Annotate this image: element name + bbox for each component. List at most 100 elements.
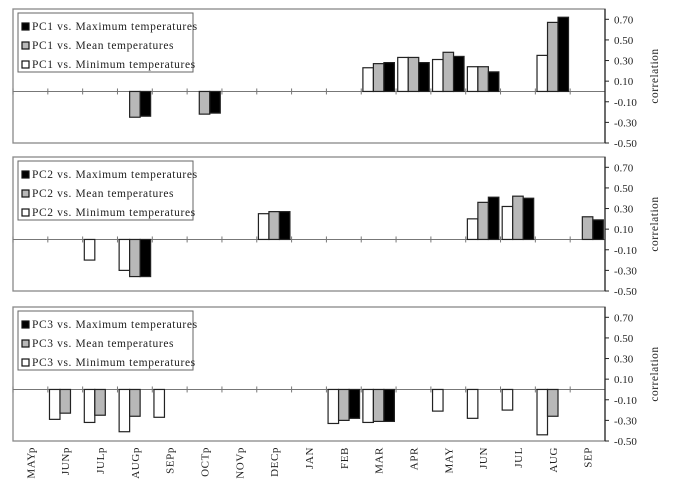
x-tick-label: JAN: [304, 447, 316, 469]
bar-pc3-minimum-junp: [48, 388, 61, 420]
bar-pc2-minimum-jul: [501, 205, 514, 241]
bar-pc2-mean-augp: [129, 238, 141, 278]
bar-pc1-mean-mar: [372, 63, 385, 93]
bar-pc3-maximum-mar: [383, 388, 395, 423]
x-tick-label: APR: [408, 447, 420, 470]
legend-entry: PC3 vs. Maximum temperatures: [32, 319, 198, 331]
bar-pc2-minimum-augp: [118, 238, 131, 271]
bar-pc1-minimum-may: [431, 58, 444, 93]
y-tick-label: 0.70: [614, 162, 634, 174]
bar-pc2-maximum-sep: [592, 219, 604, 241]
panel-pc3: 0.70 0.50 0.30 0.10 -0.10 -0.30 -0.50 correlati…: [12, 306, 661, 448]
x-tick-label: AUGp: [130, 447, 142, 479]
bar-pc3-mean-augp: [129, 388, 141, 417]
x-tick-label: SEP: [583, 447, 595, 468]
bar-pc3-mean-feb: [337, 388, 350, 421]
legend-entry: PC2 vs. Maximum temperatures: [32, 169, 198, 181]
y-tick-label: 0.70: [614, 312, 634, 324]
y-tick-label: -0.50: [614, 286, 637, 298]
y-tick-label: -0.50: [614, 138, 637, 150]
bar-pc1-mean-jun: [477, 66, 489, 93]
x-tick-label: JULp: [95, 447, 107, 474]
y-tick-label: -0.10: [614, 395, 637, 407]
bar-pc1-minimum-apr: [397, 56, 409, 93]
bar-pc2-mean-decp: [268, 211, 281, 241]
bar-pc3-minimum-augp: [118, 388, 131, 433]
y-tick-label: 0.50: [614, 333, 634, 345]
bar-pc3-mean-mar: [372, 388, 385, 423]
x-tick-label: AUG: [548, 447, 560, 473]
bar-pc3-minimum-jun: [466, 388, 479, 419]
bar-pc1-maximum-jun: [487, 71, 500, 93]
bar-pc2-mean-jun: [477, 201, 489, 241]
x-tick-label: JUNp: [60, 447, 72, 475]
y-tick-label: 0.50: [614, 183, 634, 195]
bar-pc1-mean-octp: [198, 90, 211, 115]
bar-pc2-minimum-decp: [257, 213, 270, 241]
bar-pc1-maximum-may: [452, 55, 465, 93]
y-tick-label: -0.50: [614, 436, 637, 448]
y-tick-label: 0.70: [614, 14, 634, 26]
legend-entry: PC1 vs. Maximum temperatures: [32, 21, 198, 33]
x-tick-label: MAR: [374, 447, 386, 474]
legend-box: [17, 310, 194, 371]
bar-pc2-mean-jul: [512, 195, 524, 241]
bar-pc3-minimum-feb: [327, 388, 340, 425]
bar-pc2-maximum-jul: [522, 197, 535, 241]
x-tick-label: SEPp: [165, 447, 177, 474]
panel-pc2: 0.70 0.50 0.30 0.10 -0.10 -0.30 -0.50 correlati…: [12, 156, 661, 298]
legend-swatch: [21, 170, 30, 179]
legend-entry: PC3 vs. Mean temperatures: [32, 338, 174, 350]
legend-entry: PC3 vs. Minimum temperatures: [32, 357, 196, 369]
x-tick-label: JUN: [478, 447, 490, 469]
bar-pc3-mean-julp: [94, 388, 106, 416]
legend-swatch: [21, 339, 30, 348]
bar-pc3-mean-aug: [546, 388, 559, 417]
bar-pc2-mean-sep: [581, 216, 594, 241]
x-tick-label: MAY: [443, 447, 455, 473]
bar-pc1-minimum-jun: [466, 66, 479, 93]
legend-swatch: [21, 208, 30, 217]
y-tick-label: 0.10: [614, 374, 634, 386]
legend-box: [17, 12, 194, 73]
bar-pc1-minimum-aug: [536, 54, 549, 93]
x-tick-label: DECp: [269, 447, 281, 477]
y-tick-label: -0.30: [614, 415, 637, 427]
y-tick-label: -0.10: [614, 245, 637, 257]
y-axis-label: correlation: [649, 48, 661, 103]
legend-swatch: [21, 41, 30, 50]
x-tick-label: JUL: [513, 447, 525, 468]
x-tick-label: NOVp: [234, 447, 246, 479]
legend-entry: PC1 vs. Minimum temperatures: [32, 59, 196, 71]
y-tick-label: 0.10: [614, 224, 634, 236]
bar-pc2-minimum-julp: [83, 238, 96, 261]
bar-pc3-mean-junp: [59, 388, 72, 414]
y-tick-label: 0.30: [614, 204, 634, 216]
y-tick-label: 0.10: [614, 76, 634, 88]
legend-box: [17, 160, 194, 221]
y-tick-label: -0.10: [614, 97, 637, 109]
bar-pc1-mean-augp: [129, 90, 141, 118]
bar-pc3-minimum-aug: [536, 388, 549, 436]
bar-pc3-minimum-mar: [362, 388, 374, 424]
bar-pc3-minimum-julp: [83, 388, 96, 424]
bar-pc3-minimum-may: [431, 388, 444, 412]
bar-pc3-maximum-feb: [348, 388, 361, 419]
y-tick-label: 0.30: [614, 354, 634, 366]
legend-swatch: [21, 22, 30, 31]
legend-swatch: [21, 189, 30, 198]
bar-pc1-minimum-mar: [362, 67, 374, 93]
x-tick-label: MAYp: [25, 447, 37, 479]
bar-pc1-mean-aug: [546, 21, 559, 93]
legend-swatch: [21, 60, 30, 69]
bar-pc1-maximum-apr: [418, 61, 430, 93]
bar-pc1-mean-apr: [407, 56, 420, 93]
legend-swatch: [21, 320, 30, 329]
y-tick-label: -0.30: [614, 117, 637, 129]
bar-pc3-minimum-sepp: [153, 388, 166, 418]
y-tick-label: 0.50: [614, 35, 634, 47]
y-tick-label: -0.30: [614, 265, 637, 277]
x-tick-label: FEB: [339, 447, 351, 469]
bar-pc1-maximum-aug: [557, 16, 570, 93]
bar-pc1-maximum-octp: [209, 90, 221, 114]
